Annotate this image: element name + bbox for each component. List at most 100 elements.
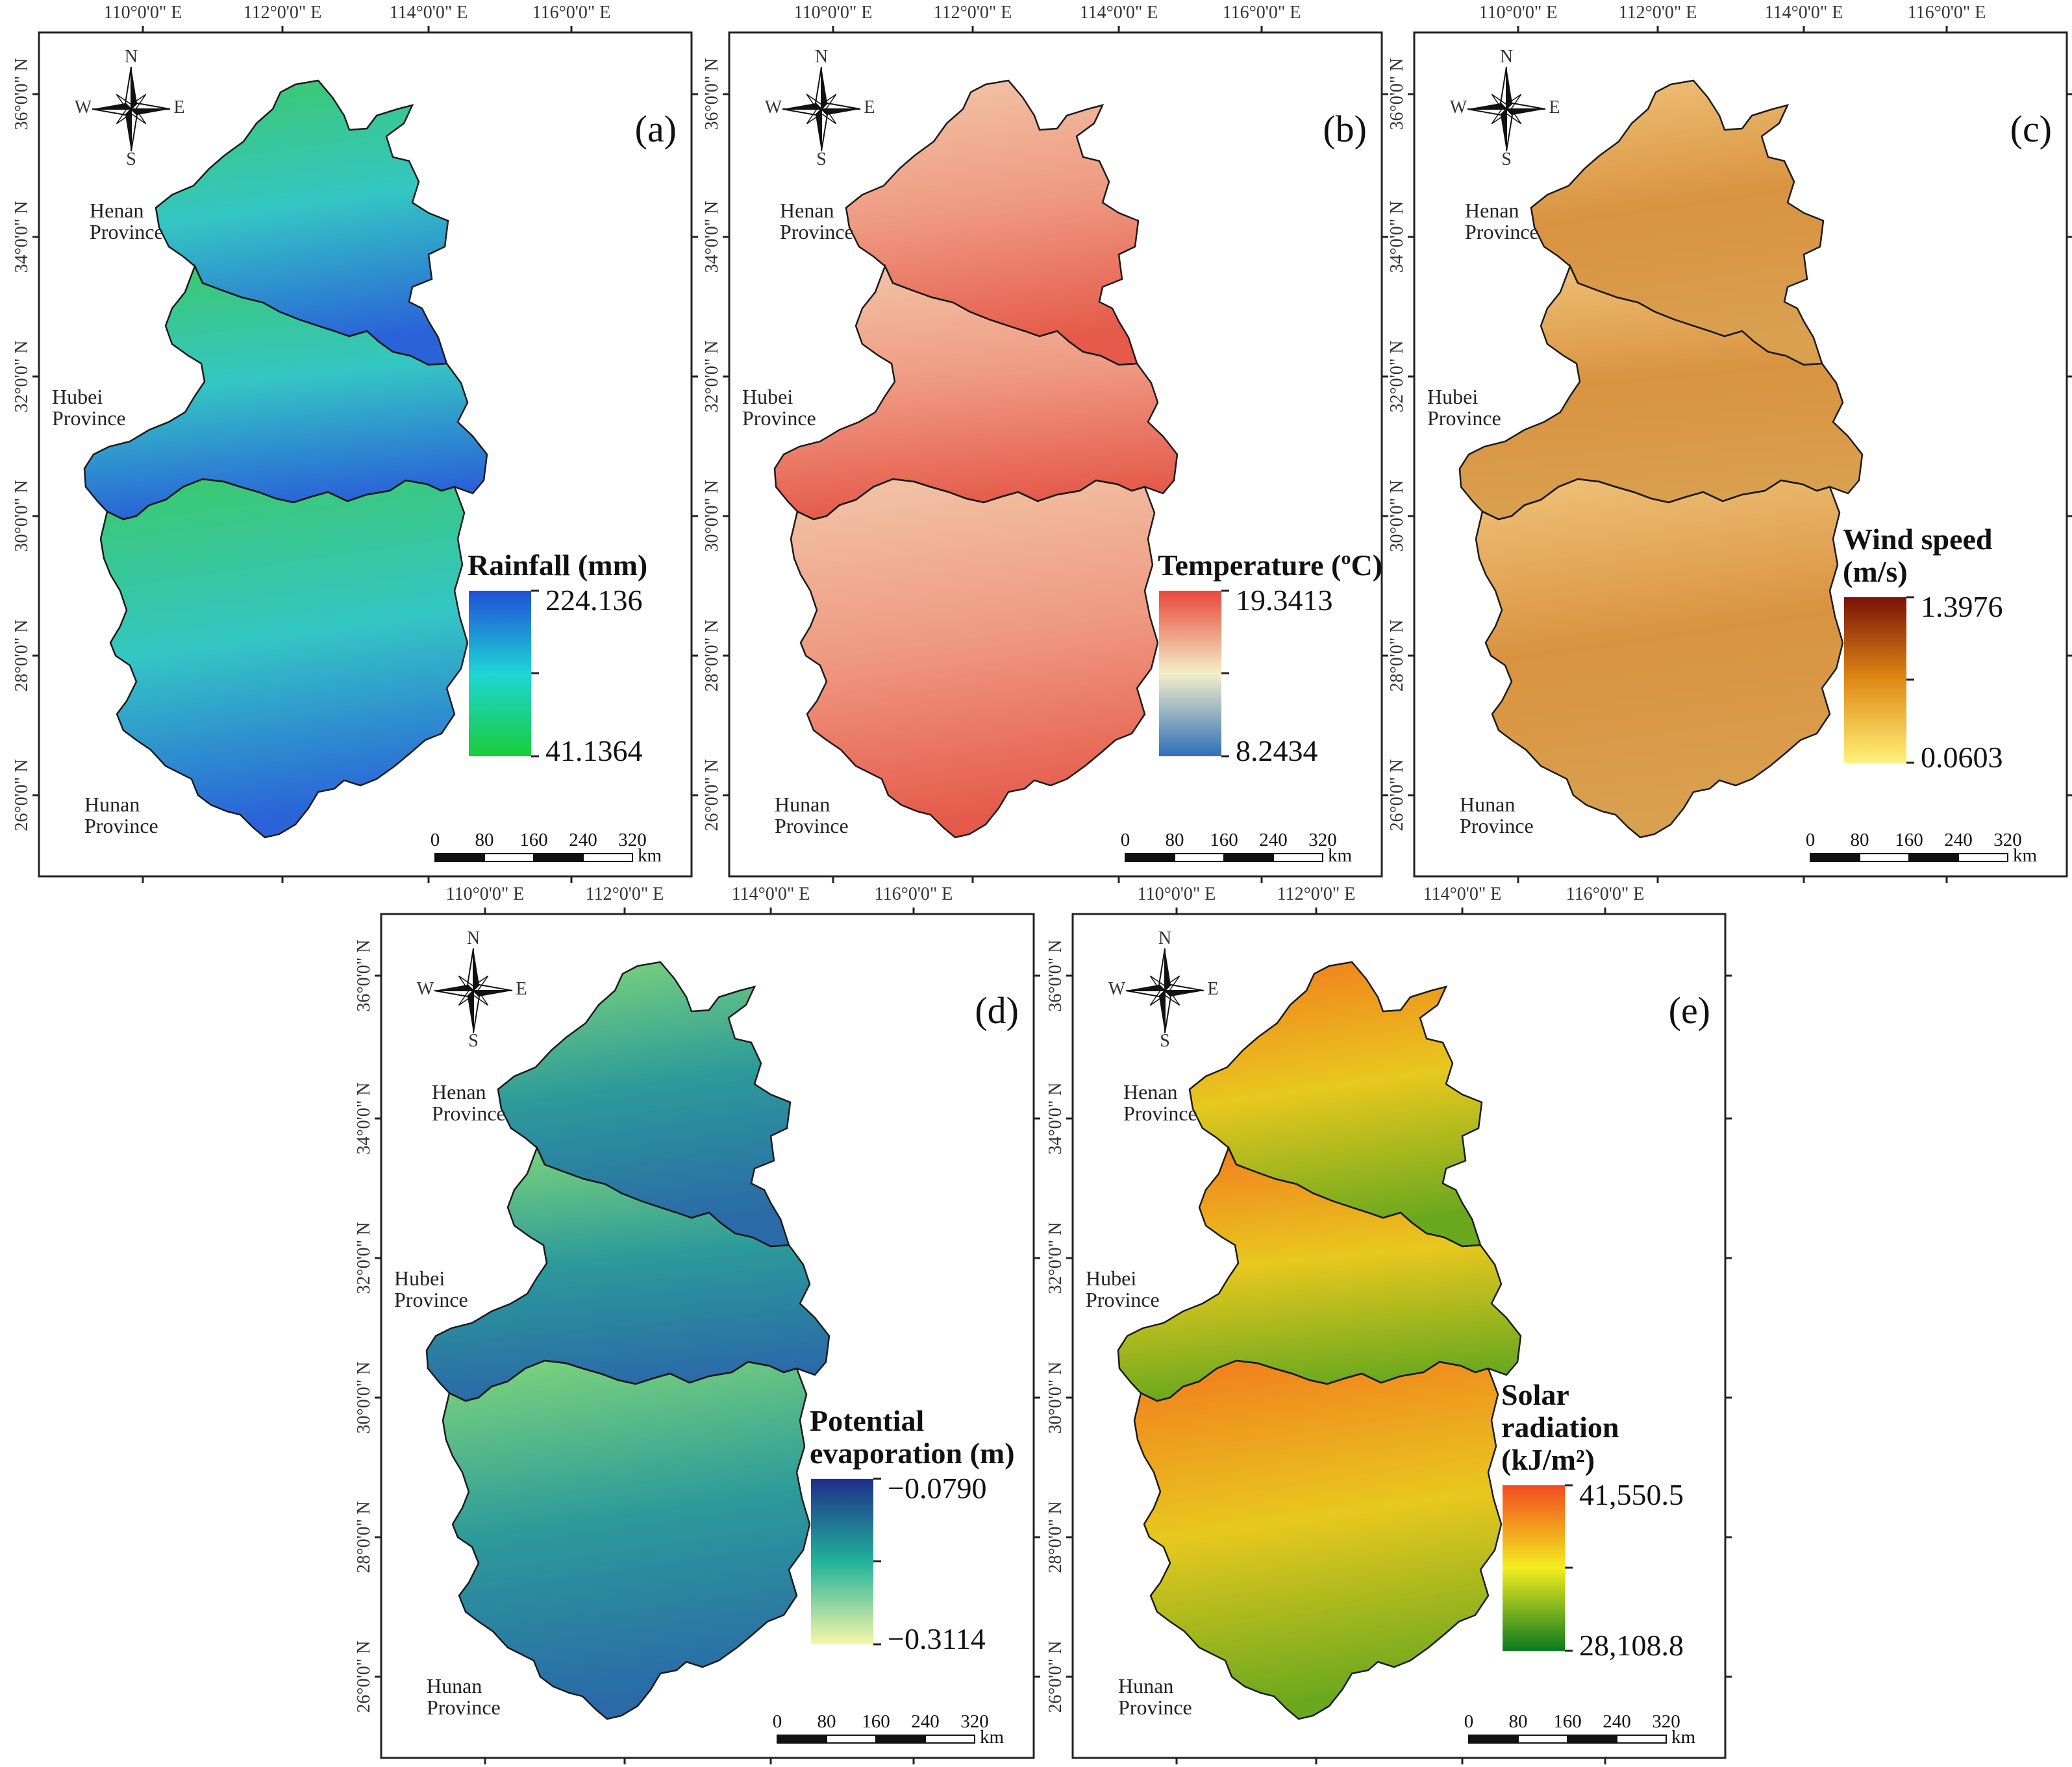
compass-n: N — [125, 47, 138, 67]
map-panel-c: 110°0'0" E 112°0'0" E 114°0'0" E 116°0'0" E… — [1387, 3, 2072, 883]
lat-label: 36°0'0" N — [354, 940, 374, 1012]
scale-bar-segment — [1517, 1735, 1568, 1744]
compass-e: E — [1549, 97, 1560, 117]
henan-hubei-border — [884, 266, 1138, 366]
panel-label: (e) — [1669, 989, 1710, 1032]
scale-bar-segment — [1859, 853, 1910, 862]
hubei-label-line1: Hubei — [1086, 1267, 1136, 1290]
hunan-label-line1: Hunan — [775, 793, 830, 816]
lon-label: 112°0'0" E — [1277, 884, 1356, 904]
scale-bar-segment — [875, 1735, 926, 1744]
compass-n: N — [1500, 47, 1513, 67]
scale-bar-unit: km — [638, 845, 662, 866]
scale-bar-unit: km — [980, 1727, 1005, 1748]
hunan-label-line1: Hunan — [1118, 1674, 1173, 1698]
legend-max-value: −0.0790 — [888, 1472, 986, 1505]
lat-label: 34°0'0" N — [702, 201, 722, 273]
henan-label-line2: Province — [1465, 220, 1539, 243]
scale-bar-unit: km — [2013, 845, 2038, 866]
scale-bar-segment — [1908, 853, 1959, 862]
scale-bar-tick-label: 0 — [431, 830, 440, 850]
lat-label: 34°0'0" N — [1387, 201, 1407, 273]
legend-max-value: 19.3413 — [1236, 584, 1333, 617]
lon-label: 110°0'0" E — [1138, 884, 1216, 904]
lat-label: 32°0'0" N — [1045, 1222, 1066, 1294]
hunan-label-line2: Province — [1118, 1696, 1192, 1719]
scale-bar-segment — [1468, 1735, 1519, 1744]
map-frame — [380, 913, 1035, 1759]
compass-rose-icon: N S E W — [1450, 47, 1560, 169]
legend-color-ramp — [1503, 1485, 1565, 1651]
lon-label: 114°0'0" E — [1423, 884, 1502, 904]
legend-title: Potential — [810, 1404, 924, 1437]
henan-hubei-border — [1227, 1147, 1481, 1248]
lon-label: 110°0'0" E — [1479, 3, 1558, 23]
lat-label: 26°0'0" N — [354, 1641, 374, 1713]
compass-e: E — [1207, 979, 1218, 999]
hubei-label-line1: Hubei — [52, 385, 103, 408]
map-frame — [1071, 913, 1727, 1759]
scale-bar-tick-label: 160 — [519, 830, 548, 850]
hunan-region — [1133, 1359, 1503, 1720]
legend-min-value: −0.3114 — [888, 1622, 986, 1655]
lon-label: 114°0'0" E — [1765, 3, 1843, 23]
lat-label: 28°0'0" N — [12, 620, 32, 692]
scale-bar-segment — [1616, 1735, 1667, 1744]
panel-label: (b) — [1323, 108, 1367, 150]
hubei-hunan-border — [106, 478, 455, 521]
map-svg-b: 110°0'0" E 112°0'0" E 114°0'0" E 116°0'0" E… — [702, 3, 1388, 883]
compass-s: S — [816, 149, 827, 169]
compass-rose-icon: N S E W — [75, 47, 185, 169]
lon-label: 114°0'0" E — [390, 3, 468, 23]
lat-label: 28°0'0" N — [1045, 1501, 1066, 1574]
scale-bar-segment — [925, 1735, 975, 1744]
lat-label: 28°0'0" N — [702, 620, 722, 692]
henan-label-line2: Province — [432, 1102, 506, 1125]
hunan-label-line2: Province — [84, 814, 158, 837]
lat-label: 30°0'0" N — [1045, 1362, 1066, 1434]
compass-w: W — [75, 97, 92, 117]
province-regions — [83, 79, 488, 839]
lon-label: 116°0'0" E — [1223, 3, 1301, 23]
lon-label: 112°0'0" E — [934, 3, 1012, 23]
hunan-region — [1475, 478, 1844, 839]
lon-label: 116°0'0" E — [532, 3, 611, 23]
province-regions — [1458, 79, 1864, 839]
hunan-label-line1: Hunan — [427, 1674, 482, 1698]
lat-label: 34°0'0" N — [12, 201, 32, 273]
legend-color-ramp — [811, 1479, 873, 1644]
scale-bar-tick-label: 80 — [1851, 830, 1869, 850]
scale-bar-tick-label: 240 — [1259, 830, 1288, 850]
lon-label: 110°0'0" E — [446, 884, 525, 904]
lat-label: 34°0'0" N — [354, 1083, 374, 1155]
map-panel-b: 110°0'0" E 112°0'0" E 114°0'0" E 116°0'0" E… — [702, 3, 1388, 883]
hubei-label-line2: Province — [742, 406, 816, 430]
scale-bar-segment — [1273, 853, 1323, 862]
henan-label-line2: Province — [780, 220, 854, 243]
hunan-region — [790, 478, 1159, 839]
map-svg-e: 110°0'0" E 112°0'0" E 114°0'0" E 116°0'0" E… — [1045, 884, 1732, 1764]
lon-label: 116°0'0" E — [1908, 3, 1986, 23]
compass-w: W — [1108, 979, 1126, 999]
legend-min-value: 28,108.8 — [1579, 1629, 1684, 1662]
hubei-label-line1: Hubei — [742, 385, 793, 408]
scale-bar-tick-label: 80 — [1509, 1711, 1528, 1732]
compass-w: W — [1450, 97, 1467, 117]
hubei-label-line1: Hubei — [394, 1267, 445, 1290]
lon-label: 112°0'0" E — [243, 3, 322, 23]
lat-label: 32°0'0" N — [354, 1222, 374, 1294]
map-svg-d: 110°0'0" E 112°0'0" E 114°0'0" E 116°0'0" E… — [354, 884, 1040, 1764]
hubei-hunan-border — [449, 1359, 797, 1402]
map-panel-d: 110°0'0" E 112°0'0" E 114°0'0" E 116°0'0" E… — [354, 884, 1040, 1764]
compass-rose-icon: N S E W — [765, 47, 875, 169]
scale-bar-tick-label: 320 — [1993, 830, 2022, 850]
scale-bar-tick-label: 240 — [911, 1711, 940, 1732]
hunan-label-line2: Province — [1460, 814, 1534, 837]
compass-s: S — [1160, 1031, 1170, 1051]
panel-label: (a) — [635, 108, 677, 150]
lat-label: 30°0'0" N — [12, 480, 32, 552]
legend-title: Solar — [1501, 1378, 1569, 1411]
lat-label: 36°0'0" N — [702, 58, 722, 130]
henan-label-line1: Henan — [1123, 1080, 1178, 1104]
lat-label: 28°0'0" N — [354, 1501, 374, 1574]
